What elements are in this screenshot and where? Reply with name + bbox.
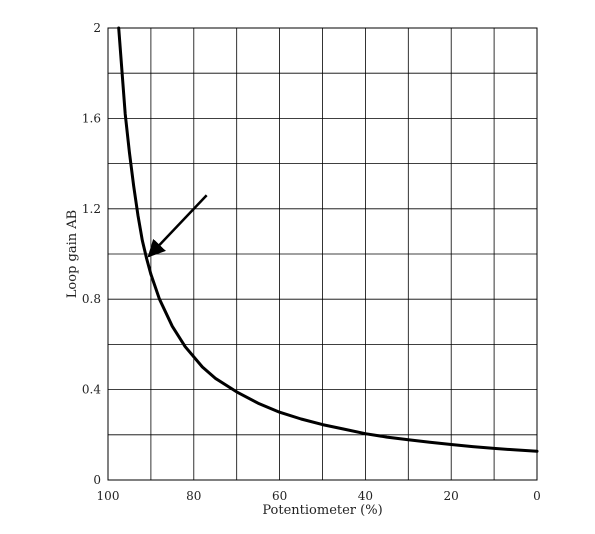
x-tick-label: 20 — [444, 489, 459, 503]
x-tick-label: 60 — [272, 489, 287, 503]
x-tick-label: 0 — [533, 489, 541, 503]
y-tick-label: 0.8 — [82, 292, 101, 306]
x-tick-label: 40 — [358, 489, 373, 503]
axis-ticks: 100 80 60 40 20 0 0 0.4 0.8 1.2 1.6 2 — [82, 21, 541, 503]
x-tick-label: 80 — [186, 489, 201, 503]
y-tick-label: 0.4 — [82, 383, 101, 397]
grid-lines — [107, 27, 538, 481]
y-tick-label: 0 — [93, 473, 101, 487]
series-line — [117, 26, 539, 453]
y-tick-label: 1.2 — [82, 202, 101, 216]
annotation-layer — [147, 194, 208, 258]
y-axis-title: Loop gain AB — [65, 210, 80, 298]
plot-frame — [107, 27, 538, 481]
series-layer — [117, 26, 539, 453]
x-axis-title: Potentiometer (%) — [262, 503, 382, 518]
y-tick-label: 1.6 — [82, 111, 101, 125]
annotation-arrow — [147, 194, 208, 258]
x-tick-label: 100 — [97, 489, 120, 503]
y-tick-label: 2 — [93, 21, 101, 35]
